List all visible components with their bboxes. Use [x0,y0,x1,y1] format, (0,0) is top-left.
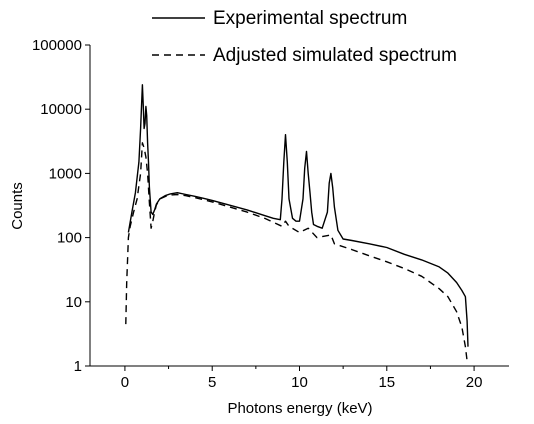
series [125,84,469,361]
series-line-experimental [127,84,469,347]
series-line-simulated [125,142,468,361]
x-tick-label: 20 [466,374,483,391]
y-tick-label: 10000 [40,101,82,118]
x-tick-label: 15 [378,374,395,391]
y-tick-label: 1 [74,358,82,375]
y-tick-label: 1000 [49,165,82,182]
y-axis-title: Counts [9,182,26,230]
ticks: 0 5 10 15 20 1 10 100 1000 10000 100000 [32,37,482,391]
legend-label-experimental: Experimental spectrum [213,8,407,29]
y-tick-label: 100000 [32,37,82,54]
x-axis-title: Photons energy (keV) [227,400,372,417]
x-tick-label: 10 [291,374,308,391]
legend-label-simulated: Adjusted simulated spectrum [213,45,457,66]
y-tick-label: 100 [57,230,82,247]
legend: Experimental spectrum Adjusted simulated… [152,8,457,66]
y-tick-label: 10 [65,294,82,311]
x-tick-label: 5 [208,374,216,391]
axes [89,45,509,367]
x-tick-label: 0 [121,374,129,391]
